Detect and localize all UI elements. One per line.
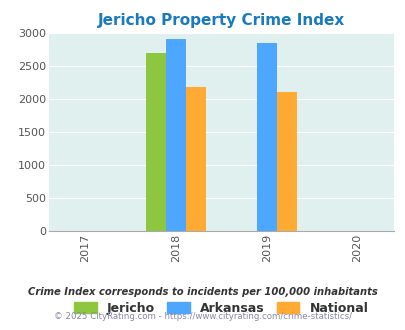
Bar [276,92,296,231]
Text: Crime Index corresponds to incidents per 100,000 inhabitants: Crime Index corresponds to incidents per… [28,287,377,297]
Bar [145,53,166,231]
Title: Jericho Property Crime Index: Jericho Property Crime Index [98,13,344,28]
Bar [166,39,185,231]
Text: © 2025 CityRating.com - https://www.cityrating.com/crime-statistics/: © 2025 CityRating.com - https://www.city… [54,312,351,321]
Bar [185,87,205,231]
Legend: Jericho, Arkansas, National: Jericho, Arkansas, National [69,297,373,320]
Bar [256,43,276,231]
